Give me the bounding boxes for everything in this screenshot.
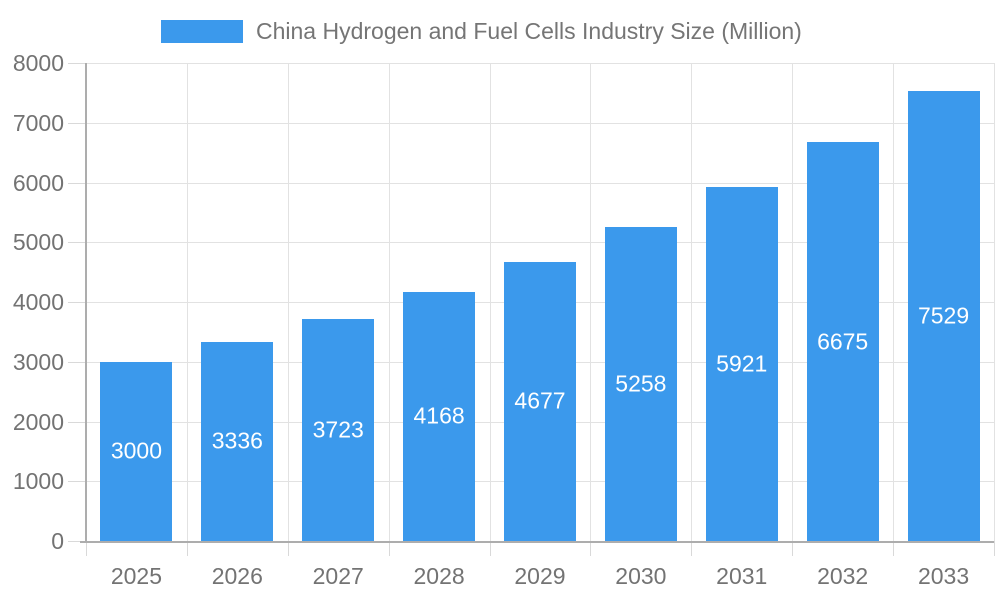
y-tick-label: 4000: [12, 289, 64, 315]
v-gridline: [186, 63, 188, 541]
v-gridline: [489, 63, 491, 541]
y-tick: [68, 182, 86, 184]
bar[interactable]: 3723: [302, 318, 375, 541]
y-tick-label: 2000: [12, 408, 64, 435]
bar-value-label: 3336: [211, 427, 263, 454]
bar-value-label: 4168: [413, 402, 465, 429]
x-tick-label: 2033: [917, 563, 970, 589]
v-gridline: [691, 63, 693, 541]
bar-value-label: 6675: [817, 328, 869, 355]
x-tick: [186, 541, 188, 556]
y-tick: [68, 421, 86, 423]
x-tick-label: 2026: [211, 563, 263, 589]
x-tick-label: 2032: [817, 563, 869, 589]
x-tick: [893, 541, 895, 556]
y-tick: [68, 361, 86, 363]
v-gridline: [590, 63, 592, 541]
chart-legend[interactable]: China Hydrogen and Fuel Cells Industry S…: [161, 18, 802, 45]
x-tick-label: 2028: [413, 563, 465, 589]
bar-value-label: 4677: [514, 387, 566, 414]
y-tick-label: 7000: [12, 109, 64, 136]
v-gridline: [893, 63, 895, 541]
v-gridline: [994, 63, 995, 541]
x-tick-label: 2025: [110, 563, 163, 589]
y-tick-label: 6000: [12, 169, 64, 196]
y-tick: [68, 481, 86, 483]
y-tick: [68, 63, 86, 64]
v-gridline: [388, 63, 390, 541]
x-tick: [590, 541, 592, 556]
legend-swatch: [161, 20, 243, 43]
h-gridline: [86, 122, 994, 124]
y-tick: [68, 242, 86, 244]
x-tick-label: 2027: [312, 563, 364, 589]
y-tick: [68, 122, 86, 124]
y-tick-label: 5000: [12, 229, 64, 256]
y-tick: [68, 541, 86, 542]
bar[interactable]: 4677: [504, 261, 576, 541]
x-tick: [388, 541, 390, 556]
bar[interactable]: 5258: [604, 226, 677, 541]
h-gridline: [86, 182, 994, 184]
bar-value-label: 5258: [615, 370, 667, 397]
x-tick: [994, 541, 995, 556]
bar-value-label: 3000: [110, 437, 163, 464]
h-gridline: [86, 242, 994, 244]
x-axis-line: [80, 541, 994, 543]
x-tick-label: 2029: [514, 563, 566, 589]
bar[interactable]: 6675: [806, 142, 879, 541]
x-tick: [86, 541, 87, 556]
y-tick-label: 3000: [12, 348, 64, 375]
bar[interactable]: 7529: [907, 91, 980, 541]
bar[interactable]: 3336: [201, 341, 274, 541]
bar[interactable]: 4168: [403, 291, 476, 541]
h-gridline: [86, 63, 994, 64]
y-tick-label: 1000: [12, 468, 64, 495]
y-tick: [68, 302, 86, 303]
x-tick-label: 2030: [615, 563, 667, 589]
bar[interactable]: 5921: [705, 187, 778, 541]
bar-value-label: 5921: [716, 350, 768, 377]
x-tick: [691, 541, 693, 556]
v-gridline: [792, 63, 794, 541]
bar-value-label: 3723: [312, 416, 364, 443]
legend-label: China Hydrogen and Fuel Cells Industry S…: [256, 18, 802, 44]
v-gridline: [287, 63, 289, 541]
y-tick-label: 0: [51, 528, 64, 554]
bar-value-label: 7529: [917, 302, 970, 329]
y-axis-line: [85, 63, 87, 543]
bar[interactable]: 3000: [100, 361, 173, 541]
x-tick: [287, 541, 289, 556]
x-tick: [792, 541, 794, 556]
y-tick-label: 8000: [12, 50, 64, 76]
x-tick: [489, 541, 491, 556]
x-tick-label: 2031: [716, 563, 768, 589]
